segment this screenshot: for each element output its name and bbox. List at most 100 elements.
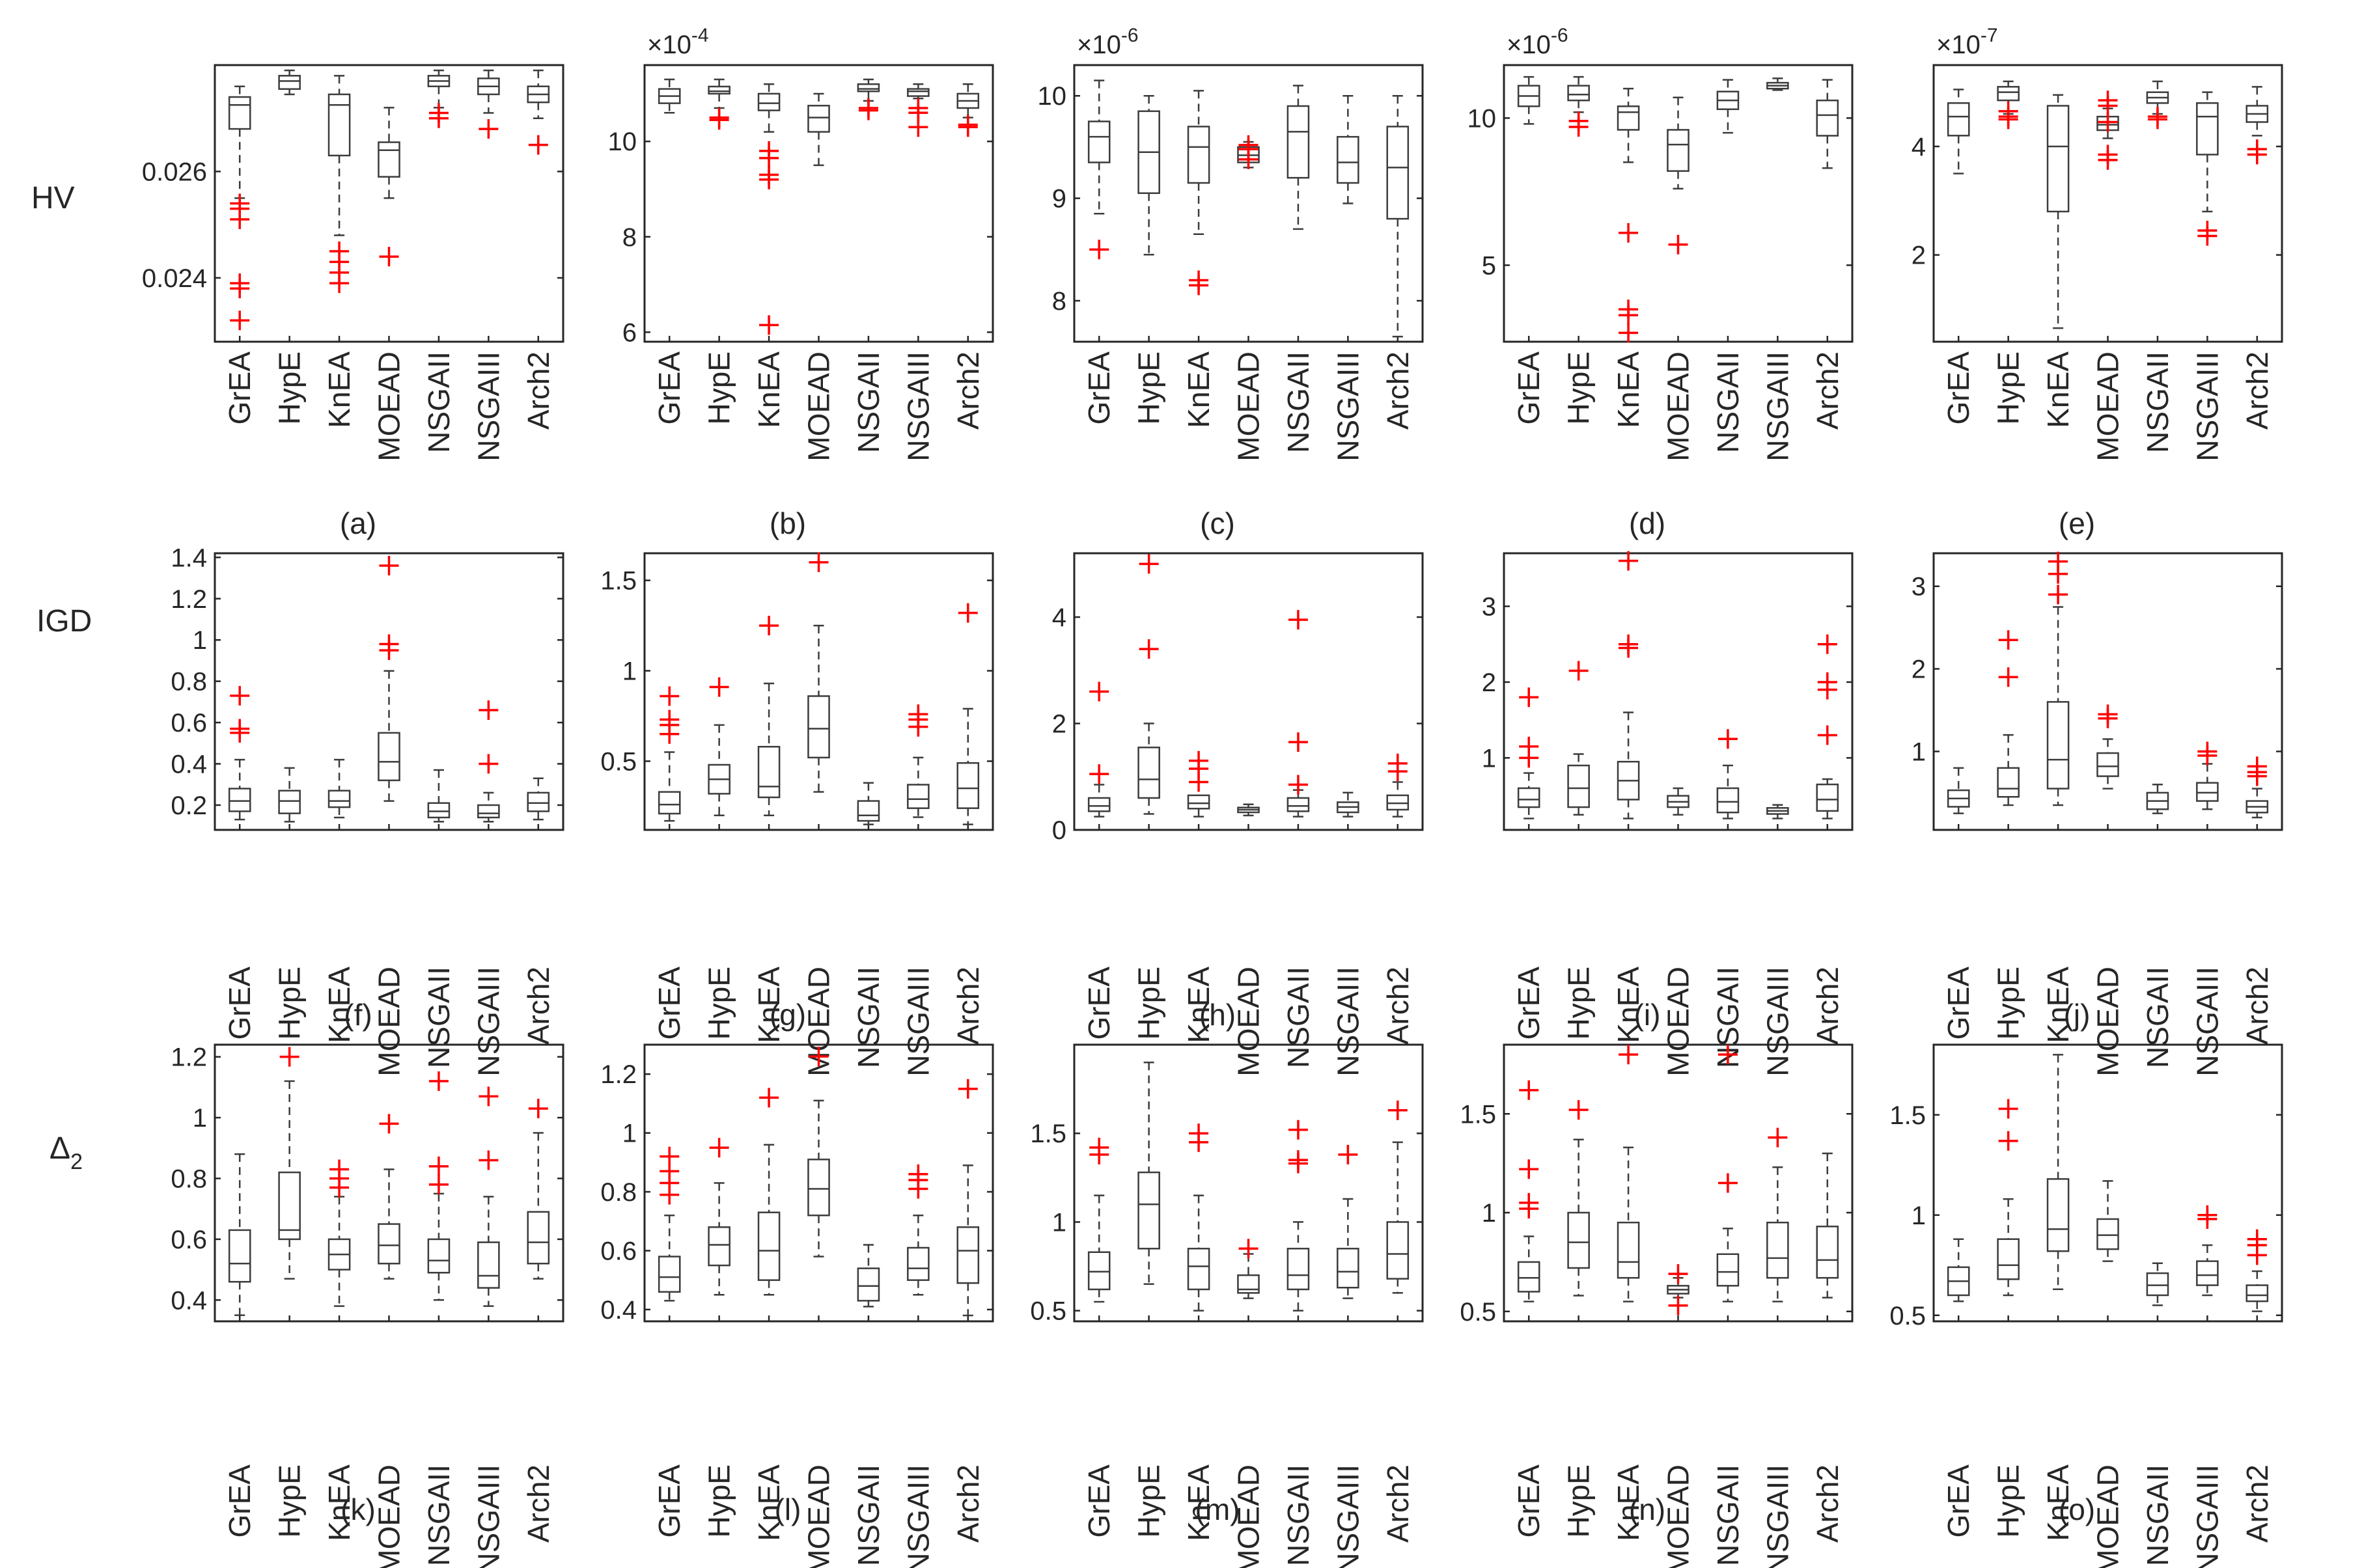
outlier-marker bbox=[1519, 1080, 1539, 1100]
outlier-marker bbox=[1768, 1127, 1788, 1148]
category-label: HypE bbox=[702, 351, 736, 424]
category-label: KnEA bbox=[1182, 967, 1216, 1043]
y-tick-label: 9 bbox=[1052, 185, 1066, 213]
y-tick-label: 1.2 bbox=[171, 1043, 207, 1072]
y-tick-label: 0.4 bbox=[171, 1286, 207, 1315]
outlier-marker bbox=[2247, 144, 2267, 165]
category-label: NSGAIII bbox=[1331, 1465, 1365, 1568]
category-label: HypE bbox=[1132, 1465, 1166, 1537]
outlier-marker bbox=[660, 724, 680, 744]
box-arch2 bbox=[1386, 1100, 1410, 1294]
y-tick-label: 0.026 bbox=[142, 158, 207, 186]
y-tick-label: 0.5 bbox=[1030, 1297, 1066, 1326]
iqr-box bbox=[807, 105, 830, 133]
outlier-marker bbox=[428, 1071, 449, 1092]
category-label: Arch2 bbox=[1811, 351, 1844, 430]
outlier-marker bbox=[1717, 729, 1738, 749]
iqr-box bbox=[757, 92, 781, 111]
box-moead bbox=[1667, 1264, 1690, 1315]
box-hype bbox=[1137, 1061, 1160, 1286]
box-nsgaii bbox=[2146, 783, 2169, 814]
iqr-box bbox=[907, 88, 930, 97]
iqr-box bbox=[2046, 105, 2070, 213]
box-grea bbox=[228, 685, 251, 821]
box-grea bbox=[1517, 687, 1540, 819]
category-label: KnEA bbox=[752, 351, 786, 428]
outlier-marker bbox=[858, 100, 878, 120]
box-hype bbox=[1567, 1100, 1590, 1297]
box-knea bbox=[327, 75, 351, 294]
outlier-marker bbox=[809, 1047, 829, 1067]
outlier-marker bbox=[1619, 323, 1639, 343]
iqr-box bbox=[278, 1171, 301, 1241]
panel-h: 0 2 4 GrEA HypE KnEA MOEAD NSGAII NSGAIII Arch2 (h… bbox=[1052, 552, 1424, 1077]
outlier-marker bbox=[2098, 112, 2118, 132]
outlier-marker bbox=[2147, 109, 2167, 130]
y-tick-label: 1.4 bbox=[171, 543, 207, 572]
category-label: Arch2 bbox=[2240, 1465, 2274, 1543]
category-label: HypE bbox=[273, 1465, 307, 1537]
category-label: KnEA bbox=[2041, 1465, 2075, 1541]
y-tick-label: 0.6 bbox=[171, 1226, 207, 1254]
outlier-marker bbox=[1238, 149, 1258, 169]
box-nsgaiii bbox=[907, 1164, 930, 1296]
outlier-marker bbox=[759, 616, 779, 636]
y-tick-label: 2 bbox=[1052, 710, 1066, 739]
y-tick-label: 8 bbox=[622, 223, 637, 252]
iqr-box bbox=[1187, 1248, 1210, 1291]
outlier-marker bbox=[1619, 223, 1639, 243]
box-nsgaiii bbox=[477, 1086, 500, 1307]
box-moead bbox=[1237, 1239, 1260, 1299]
outlier-marker bbox=[1998, 1131, 2018, 1151]
iqr-box bbox=[1087, 1251, 1111, 1291]
outlier-marker bbox=[1089, 764, 1109, 784]
box-nsgaiii bbox=[477, 69, 500, 139]
category-label: HypE bbox=[273, 351, 307, 424]
box-grea bbox=[1517, 76, 1540, 125]
box-grea bbox=[1947, 767, 1970, 814]
y-tick-label: 1 bbox=[1912, 1202, 1926, 1230]
category-label: GrEA bbox=[1082, 351, 1116, 425]
category-label: MOEAD bbox=[2091, 967, 2125, 1077]
box-moead bbox=[1667, 96, 1690, 254]
iqr-box bbox=[1716, 1253, 1740, 1287]
y-tick-label: 0.8 bbox=[171, 668, 207, 696]
iqr-box bbox=[2146, 1272, 2169, 1297]
y-tick-label: 1 bbox=[622, 1120, 637, 1148]
box-knea bbox=[1617, 87, 1640, 343]
outlier-marker bbox=[759, 169, 779, 189]
outlier-marker bbox=[379, 1114, 399, 1134]
iqr-box bbox=[1997, 767, 2020, 798]
outlier-marker bbox=[1288, 1120, 1308, 1140]
outlier-marker bbox=[1519, 1198, 1539, 1218]
outlier-marker bbox=[1387, 1100, 1408, 1120]
y-tick-label: 3 bbox=[1912, 573, 1926, 601]
category-label: NSGAII bbox=[1711, 1465, 1745, 1566]
outlier-marker bbox=[660, 686, 680, 706]
category-label: NSGAII bbox=[1281, 967, 1315, 1068]
box-hype bbox=[1997, 1099, 2020, 1297]
category-label: NSGAIII bbox=[471, 967, 505, 1077]
y-tick-label: 1 bbox=[622, 657, 637, 686]
category-label: MOEAD bbox=[1662, 967, 1695, 1077]
category-label: HypE bbox=[702, 967, 736, 1039]
y-tick-label: 4 bbox=[1912, 133, 1926, 161]
iqr-box bbox=[1386, 126, 1410, 220]
category-label: GrEA bbox=[652, 1465, 686, 1538]
category-label: KnEA bbox=[1182, 1465, 1216, 1541]
category-label: NSGAII bbox=[2141, 351, 2175, 453]
category-label: GrEA bbox=[1941, 1465, 1975, 1538]
iqr-box bbox=[1567, 85, 1590, 102]
category-label: Arch2 bbox=[951, 967, 985, 1045]
outlier-marker bbox=[1338, 1144, 1358, 1164]
outlier-marker bbox=[1668, 1295, 1688, 1315]
category-label: NSGAII bbox=[1281, 351, 1315, 453]
outlier-marker bbox=[1619, 305, 1639, 325]
box-arch2 bbox=[527, 777, 550, 821]
iqr-box bbox=[1187, 126, 1210, 184]
category-label: NSGAII bbox=[852, 1465, 885, 1566]
panel-caption: (d) bbox=[1629, 506, 1665, 540]
box-arch2 bbox=[2246, 756, 2269, 819]
iqr-box bbox=[2196, 782, 2219, 802]
panel-caption: (i) bbox=[1634, 998, 1661, 1032]
